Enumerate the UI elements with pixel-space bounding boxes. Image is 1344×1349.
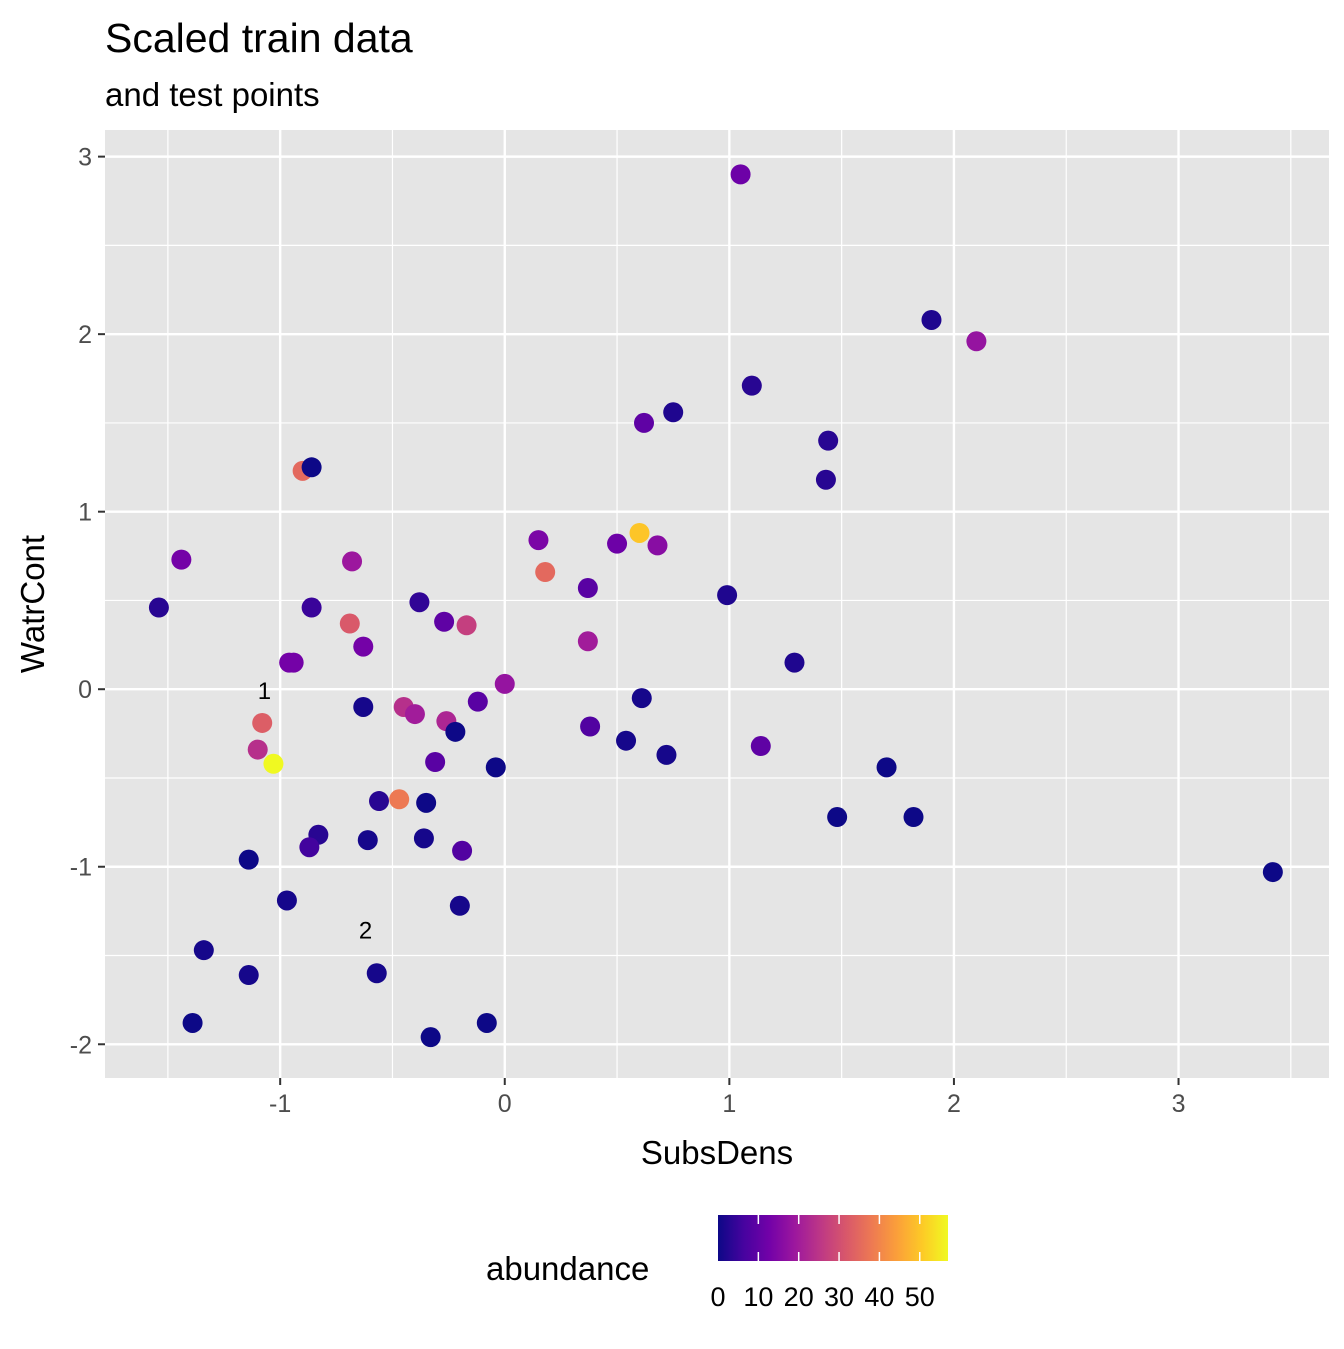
data-point	[420, 1027, 441, 1048]
legend-colorbar	[718, 1215, 948, 1261]
data-point	[631, 688, 652, 709]
data-point	[301, 457, 322, 478]
data-point	[577, 578, 598, 599]
data-point	[717, 585, 738, 606]
data-point	[1262, 862, 1283, 883]
data-point	[903, 807, 924, 828]
y-tick-label: 0	[78, 676, 92, 704]
data-point	[247, 739, 268, 760]
y-tick-label: 2	[78, 321, 92, 349]
data-point	[452, 840, 473, 861]
data-point	[629, 522, 650, 543]
data-points	[148, 164, 1283, 1048]
x-tick-label: 0	[498, 1090, 512, 1118]
x-axis-label: SubsDens	[641, 1134, 793, 1171]
data-point	[276, 890, 297, 911]
data-point	[876, 757, 897, 778]
y-tick-label: 3	[78, 144, 92, 172]
data-point	[494, 673, 515, 694]
legend-tick-label: 0	[710, 1282, 725, 1312]
data-point	[301, 597, 322, 618]
data-point	[580, 716, 601, 737]
data-point	[283, 652, 304, 673]
y-tick-label: 1	[78, 499, 92, 527]
y-tick-label: -1	[70, 854, 92, 882]
data-point	[750, 736, 771, 757]
data-point	[485, 757, 506, 778]
data-point	[607, 533, 628, 554]
data-point	[815, 469, 836, 490]
data-point	[741, 375, 762, 396]
data-point	[263, 753, 284, 774]
data-point	[966, 331, 987, 352]
data-point	[368, 791, 389, 812]
x-tick-label: 3	[1172, 1090, 1186, 1118]
data-point	[827, 807, 848, 828]
data-point	[647, 535, 668, 556]
data-point	[238, 965, 259, 986]
annotations: 12	[258, 678, 372, 945]
data-point	[425, 752, 446, 772]
legend-tick-label: 20	[784, 1282, 814, 1312]
legend-ticks: 0 10 20 30 40 50	[710, 1215, 935, 1312]
data-point	[663, 402, 684, 423]
data-point	[342, 551, 363, 572]
data-point	[366, 963, 387, 984]
data-point	[353, 636, 374, 657]
plot-panel	[105, 130, 1329, 1078]
data-point	[404, 704, 425, 725]
x-tick-label: 2	[947, 1090, 961, 1118]
data-point	[656, 744, 677, 765]
data-point	[182, 1012, 203, 1033]
data-point	[413, 828, 434, 849]
data-point	[193, 940, 214, 961]
data-point	[476, 1012, 497, 1033]
data-point	[353, 696, 374, 717]
y-axis-label: WatrCont	[14, 535, 51, 673]
data-point	[409, 592, 430, 613]
legend-tick-label: 50	[905, 1282, 935, 1312]
chart-title: Scaled train data	[105, 15, 413, 61]
data-point	[528, 530, 549, 551]
chart-subtitle: and test points	[105, 76, 320, 113]
data-point	[445, 721, 466, 742]
data-point	[238, 849, 259, 870]
data-point	[389, 789, 410, 810]
data-point	[634, 412, 655, 433]
data-point	[921, 309, 942, 330]
x-tick-label: 1	[722, 1090, 736, 1118]
point-annotation: 1	[258, 678, 271, 705]
data-point	[434, 611, 455, 632]
data-point	[449, 895, 470, 916]
data-point	[784, 652, 805, 673]
data-point	[357, 830, 378, 851]
data-point	[252, 712, 273, 733]
legend-tick-label: 30	[824, 1282, 854, 1312]
legend-tick-label: 10	[743, 1282, 773, 1312]
y-tick-label: -2	[70, 1031, 92, 1059]
data-point	[456, 615, 477, 636]
data-point	[339, 613, 360, 634]
legend-title: abundance	[486, 1250, 649, 1287]
data-point	[171, 549, 192, 570]
data-point	[148, 597, 169, 618]
data-point	[818, 430, 839, 451]
legend-tick-label: 40	[864, 1282, 894, 1312]
point-annotation: 2	[359, 918, 372, 945]
data-point	[730, 164, 751, 185]
data-point	[299, 837, 320, 858]
x-tick-label: -1	[269, 1090, 291, 1118]
data-point	[416, 792, 437, 813]
data-point	[616, 730, 637, 751]
data-point	[535, 562, 556, 583]
data-point	[577, 631, 598, 652]
data-point	[467, 691, 488, 712]
